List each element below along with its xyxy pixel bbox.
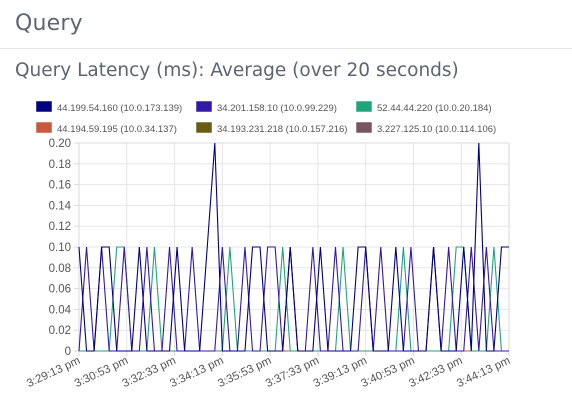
y-tick-label: 0.08 [49, 263, 71, 275]
x-tick-label: 3:30:53 pm [73, 355, 130, 390]
y-tick-label: 0.20 [49, 138, 71, 150]
y-tick-label: 0.16 [49, 180, 71, 192]
legend-label: 52.44.44.220 (10.0.20.184) [377, 103, 492, 114]
legend-item[interactable]: 34.193.231.218 (10.0.157.216) [195, 121, 347, 135]
x-tick-label: 3:40:53 pm [359, 355, 416, 390]
chart-grid [78, 142, 510, 352]
x-tick-label: 3:42:33 pm [407, 355, 464, 390]
series-line [78, 142, 509, 352]
legend-swatch [35, 121, 53, 134]
chart-panel-title: Query Latency (ms): Average (over 20 sec… [15, 60, 459, 81]
legend-swatch [355, 100, 373, 113]
y-tick-label: 0.18 [49, 159, 71, 171]
legend-label: 44.199.54.160 (10.0.173.139) [57, 103, 182, 114]
x-tick-label: 3:34:13 pm [168, 355, 225, 390]
chart-legend[interactable]: 44.199.54.160 (10.0.173.139) 34.201.158.1… [35, 100, 496, 135]
x-tick-label: 3:35:53 pm [216, 355, 273, 390]
legend-label: 34.201.158.10 (10.0.99.229) [217, 103, 337, 114]
y-tick-label: 0.02 [49, 325, 71, 337]
legend-label: 34.193.231.218 (10.0.157.216) [217, 124, 347, 135]
y-tick-label: 0.04 [49, 304, 72, 316]
legend-item[interactable]: 3.227.125.10 (10.0.114.106) [355, 121, 496, 135]
legend-swatch [195, 100, 213, 113]
chart-axes: 0 0.02 0.04 0.06 0.08 0.10 0.12 0.14 0.16 0.18 0.2… [25, 138, 512, 390]
legend-item[interactable]: 52.44.44.220 (10.0.20.184) [355, 100, 492, 114]
x-tick-label: 3:39:13 pm [312, 355, 369, 390]
x-tick-label: 3:37:33 pm [264, 355, 321, 390]
legend-label: 44.194.59.195 (10.0.34.137) [57, 124, 177, 135]
legend-swatch [355, 121, 373, 134]
legend-swatch [195, 121, 213, 134]
y-tick-label: 0.06 [49, 284, 71, 296]
legend-item[interactable]: 44.194.59.195 (10.0.34.137) [35, 121, 177, 135]
section-title: Query [15, 11, 83, 36]
legend-item[interactable]: 44.199.54.160 (10.0.173.139) [35, 100, 182, 114]
y-tick-label: 0.12 [49, 221, 71, 233]
chart-series [78, 142, 509, 352]
legend-swatch [35, 100, 53, 113]
section-divider [0, 48, 572, 49]
x-tick-label: 3:32:33 pm [121, 355, 178, 390]
y-tick-label: 0 [65, 346, 71, 358]
x-tick-label: 3:29:13 pm [25, 355, 82, 390]
x-tick-label: 3:44:13 pm [455, 355, 512, 390]
legend-item[interactable]: 34.201.158.10 (10.0.99.229) [195, 100, 337, 114]
legend-label: 3.227.125.10 (10.0.114.106) [377, 124, 496, 135]
y-tick-label: 0.10 [49, 242, 71, 254]
y-tick-label: 0.14 [49, 200, 72, 212]
